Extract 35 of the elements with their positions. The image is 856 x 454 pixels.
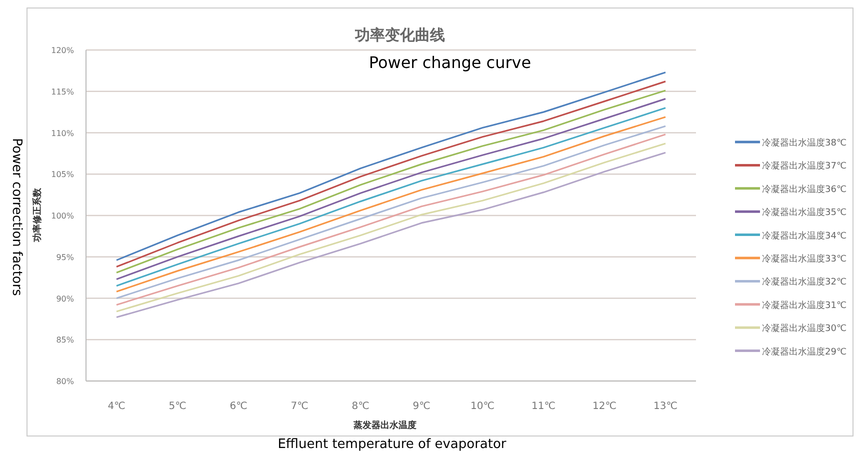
y-tick-label: 115%: [51, 87, 74, 96]
y-tick-label: 110%: [51, 128, 74, 138]
x-tick-label: 13℃: [654, 401, 678, 412]
legend-label: 冷凝器出水温度34℃: [762, 230, 847, 242]
text: Effluent temperature of evaporator: [278, 437, 507, 452]
y-tick-label: 105%: [51, 170, 74, 180]
y-axis-title: 功率修正系数: [32, 187, 43, 243]
text: Power correction factors: [9, 138, 24, 296]
x-tick-label: 8℃: [352, 401, 370, 412]
x-tick-label: 9℃: [412, 401, 430, 412]
legend-label: 冷凝器出水温度36℃: [762, 184, 847, 195]
x-tick-label: 10℃: [470, 401, 494, 412]
x-tick-label: 5℃: [168, 401, 186, 412]
legend-label: 冷凝器出水温度32℃: [762, 276, 847, 288]
legend-label: 冷凝器出水温度33℃: [762, 254, 847, 264]
x-tick-label: 6℃: [230, 401, 248, 412]
legend-label: 冷凝器出水温度30℃: [762, 323, 847, 334]
y-tick-label: 100%: [51, 212, 74, 220]
x-tick-label: 4℃: [108, 401, 126, 412]
x-tick-label: 11℃: [532, 401, 556, 412]
y-tick-label: 95%: [56, 252, 74, 262]
y-tick-label: 85%: [56, 336, 74, 345]
y-tick-label: 90%: [56, 294, 74, 304]
legend-label: 冷凝器出水温度38℃: [762, 138, 847, 148]
y-tick-label: 120%: [51, 46, 74, 55]
legend-label: 冷凝器出水温度37℃: [762, 160, 847, 172]
chart-title: 功率变化曲线: [354, 26, 445, 44]
y-tick-label: 80%: [56, 377, 74, 386]
x-tick-label: 7℃: [290, 401, 308, 412]
x-tick-label: 12℃: [592, 401, 616, 412]
x-axis-title: 蒸发器出水温度: [352, 420, 416, 431]
legend-label: 冷凝器出水温度35℃: [762, 207, 847, 218]
chart-subtitle: Power change curve: [368, 53, 532, 72]
legend-label: 冷凝器出水温度31℃: [762, 300, 847, 311]
legend-label: 冷凝器出水温度29℃: [762, 346, 847, 358]
